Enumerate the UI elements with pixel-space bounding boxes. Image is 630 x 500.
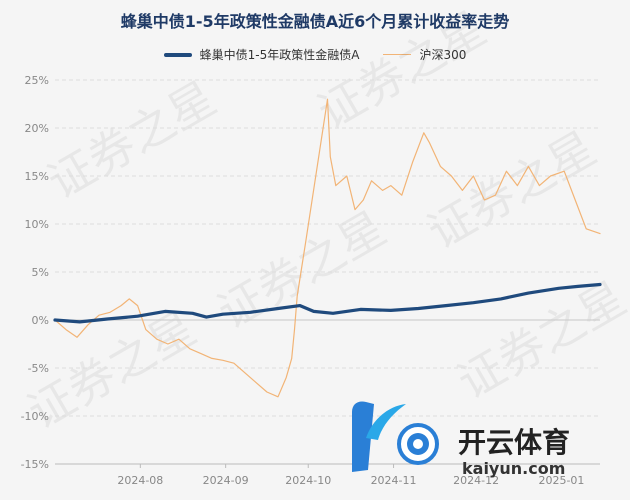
- legend-swatch-hs300: [383, 54, 412, 55]
- series-line-fund: [53, 282, 602, 324]
- x-tick-label: 2024-09: [203, 474, 249, 487]
- y-tick-label: 20%: [25, 122, 49, 135]
- y-tick-label: -5%: [28, 362, 49, 375]
- chart-title: 蜂巢中债1-5年政策性金融债A近6个月累计收益率走势: [120, 12, 510, 31]
- x-tick-label: 2024-08: [117, 474, 163, 487]
- x-tick-label: 2024-11: [371, 474, 417, 487]
- y-tick-label: 15%: [25, 170, 49, 183]
- legend-item-fund[interactable]: 蜂巢中债1-5年政策性金融债A: [163, 46, 360, 63]
- legend-label-hs300: 沪深300: [419, 48, 467, 62]
- logo-domain: kaiyun.com: [462, 459, 565, 478]
- watermark-text: 证券之星: [39, 71, 225, 210]
- watermark-text: 证券之星: [419, 121, 605, 260]
- series-line-hs300: [54, 98, 601, 398]
- logo-brand: 开云体育: [458, 426, 570, 459]
- y-axis-ticks: 25% 20% 15% 10% 5% 0% -5% -10% -15%: [21, 74, 49, 471]
- chart-legend: 蜂巢中债1-5年政策性金融债A 沪深300: [0, 46, 630, 63]
- grid-lines: [55, 79, 600, 465]
- y-tick-label: 0%: [32, 314, 49, 327]
- y-tick-label: 5%: [32, 266, 49, 279]
- legend-swatch-fund: [163, 52, 192, 57]
- legend-label-fund: 蜂巢中债1-5年政策性金融债A: [199, 48, 360, 62]
- x-axis-ticks: 2024-08 2024-09 2024-10 2024-11 2024-12 2025-…: [55, 463, 600, 487]
- x-tick-label: 2025-01: [538, 474, 584, 487]
- y-tick-label: -15%: [21, 458, 49, 471]
- x-tick-label: 2024-12: [453, 474, 499, 487]
- logo-mark-icon: [352, 401, 439, 472]
- series-lines: [53, 98, 602, 398]
- logo: 开云体育 kaiyun.com: [352, 401, 570, 478]
- x-tick-label: 2024-10: [285, 474, 331, 487]
- y-tick-label: -10%: [21, 410, 49, 423]
- watermark-text: 证券之星: [309, 1, 495, 140]
- y-tick-label: 10%: [25, 218, 49, 231]
- legend-item-hs300[interactable]: 沪深300: [383, 46, 466, 63]
- y-tick-label: 25%: [25, 74, 49, 87]
